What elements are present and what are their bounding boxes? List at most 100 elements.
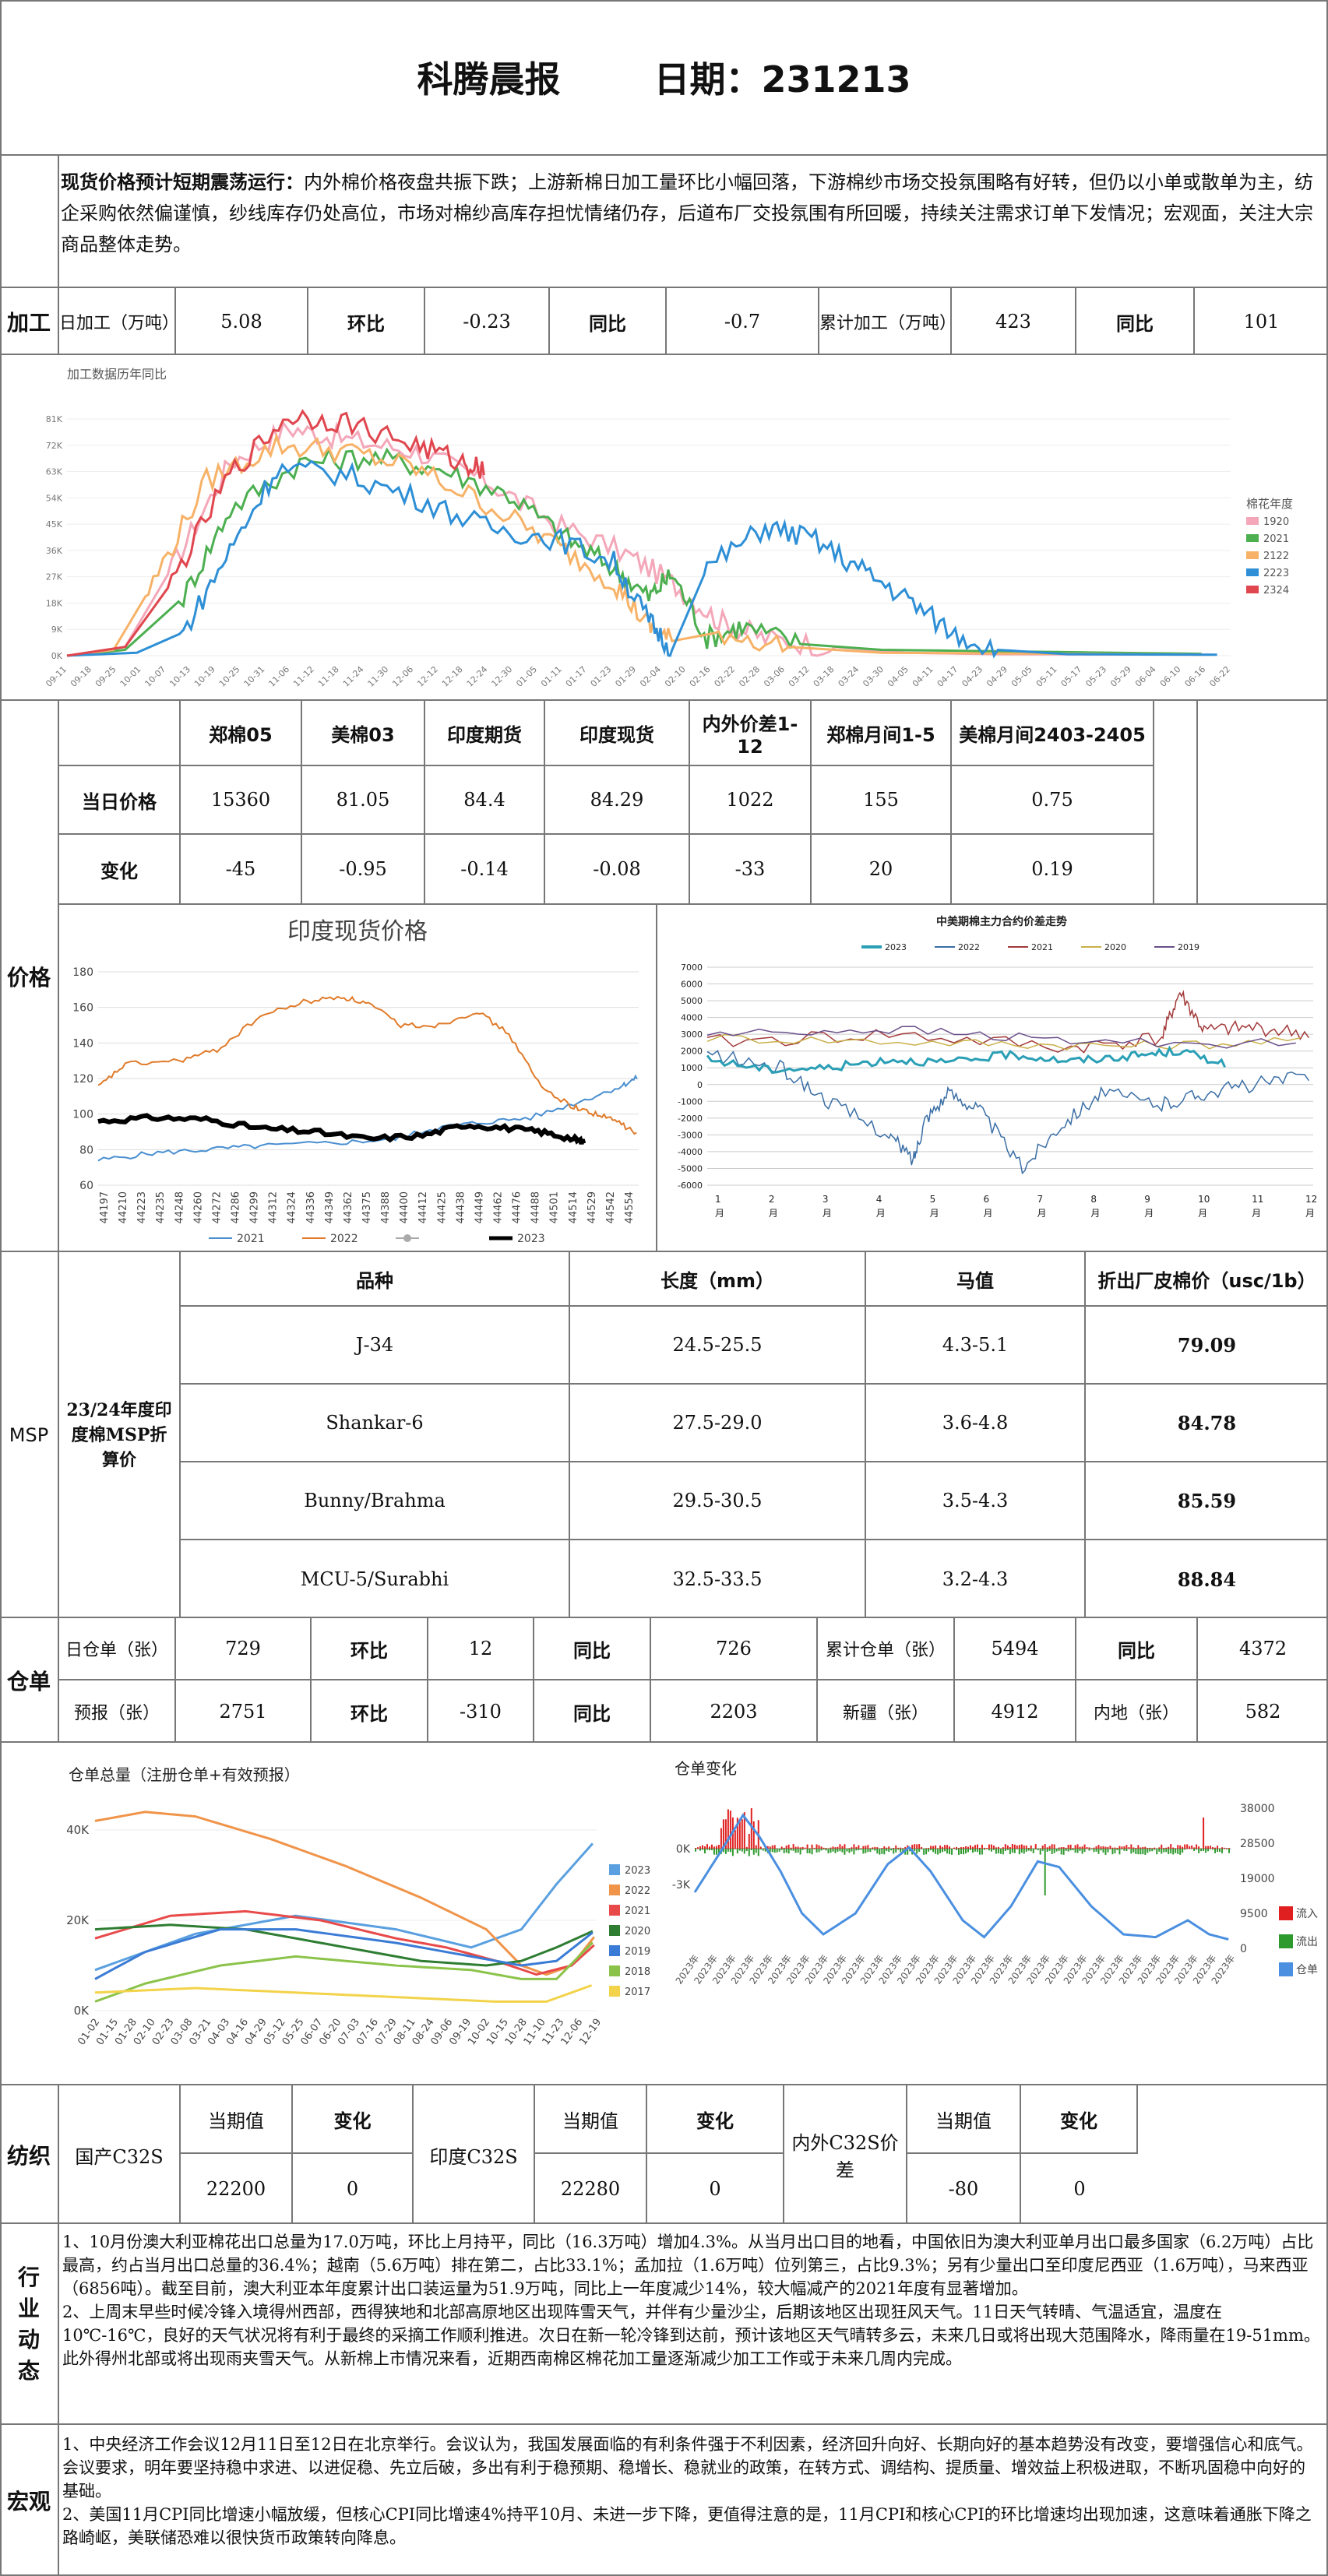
outflow-bar bbox=[1207, 1849, 1210, 1852]
series-line bbox=[94, 1928, 594, 1980]
outflow-bar bbox=[1125, 1849, 1128, 1851]
outflow-bar bbox=[925, 1849, 928, 1855]
legend-label: 2021 bbox=[1263, 533, 1289, 545]
x-tick-label: 02-10 bbox=[663, 664, 688, 689]
inflow-bar bbox=[1165, 1847, 1168, 1849]
outflow-bar bbox=[785, 1849, 787, 1853]
inflow-bar bbox=[1062, 1847, 1065, 1849]
outflow-bar bbox=[974, 1849, 976, 1852]
inflow-bar bbox=[1191, 1845, 1193, 1849]
x-tick-label: 06-10 bbox=[1158, 664, 1183, 689]
y-tick-label: 3000 bbox=[681, 1029, 703, 1040]
legend-label: 2019 bbox=[625, 1946, 650, 1958]
outflow-bar bbox=[818, 1849, 820, 1853]
outflow-bar bbox=[839, 1849, 841, 1852]
inflow-bar bbox=[1168, 1846, 1170, 1849]
inflow-bar bbox=[1210, 1846, 1212, 1849]
spread-chart: 中美期棉主力合约价差走势 2023 2022 2021 2020 20197000600… bbox=[678, 915, 1317, 1219]
outflow-bar bbox=[832, 1849, 834, 1852]
y-tick-label: 0 bbox=[1240, 1943, 1247, 1955]
inflow-bar bbox=[1067, 1845, 1069, 1849]
inflow-bar bbox=[1074, 1845, 1076, 1849]
x-tick-label: 月 bbox=[1144, 1208, 1154, 1219]
intro-body: 内外棉价格夜盘共振下跌；上游新棉日加工量环比小幅回落，下游棉纱市场交投氛围略有好… bbox=[61, 171, 1313, 255]
inflow-bar bbox=[734, 1830, 736, 1849]
outflow-bar bbox=[1088, 1849, 1090, 1851]
series-line bbox=[66, 432, 1202, 657]
processing-value: 101 bbox=[1243, 311, 1280, 333]
outflow-bar bbox=[1221, 1849, 1224, 1853]
outflow-bar bbox=[743, 1849, 745, 1854]
x-tick-label: 03-18 bbox=[812, 664, 837, 689]
outflow-bar bbox=[736, 1849, 738, 1854]
inflow-bar bbox=[1034, 1844, 1037, 1849]
outflow-bar bbox=[888, 1849, 890, 1853]
inflow-bar bbox=[1004, 1844, 1006, 1849]
inflow-bar bbox=[1203, 1818, 1205, 1849]
inflow-bar bbox=[921, 1846, 923, 1849]
inflow-bar bbox=[717, 1845, 720, 1849]
inflow-bar bbox=[823, 1847, 825, 1849]
outflow-bar bbox=[1142, 1849, 1144, 1855]
msp-cell: 88.84 bbox=[1177, 1568, 1237, 1591]
outflow-bar bbox=[1025, 1849, 1027, 1852]
x-tick-label: 04-17 bbox=[935, 664, 960, 689]
x-tick-label: 05-17 bbox=[1059, 664, 1084, 689]
outflow-bar bbox=[1135, 1849, 1137, 1854]
outflow-bar bbox=[757, 1849, 759, 1856]
y-tick-label: 0K bbox=[74, 2004, 90, 2018]
y-tick-label: 2000 bbox=[681, 1047, 703, 1057]
legend-swatch bbox=[609, 1884, 620, 1895]
inflow-bar bbox=[907, 1845, 909, 1849]
x-tick-label: 11-12 bbox=[291, 664, 316, 689]
inflow-bar bbox=[893, 1847, 895, 1849]
inflow-bar bbox=[916, 1844, 918, 1849]
inflow-bar bbox=[1221, 1847, 1224, 1849]
inflow-bar bbox=[872, 1847, 874, 1849]
x-tick-label: 2 bbox=[769, 1194, 775, 1205]
inflow-bar bbox=[949, 1846, 951, 1849]
y-tick-label: 9K bbox=[51, 625, 63, 635]
inflow-bar bbox=[999, 1848, 1002, 1849]
legend-label: 流出 bbox=[1296, 1936, 1318, 1948]
industry-section: 行业动态 1、10月份澳大利亚棉花出口总量为17.0万吨，环比上月持平，同比（1… bbox=[0, 2224, 1328, 2425]
outflow-bar bbox=[762, 1849, 764, 1851]
warehouse-key: 同比 bbox=[534, 1618, 651, 1680]
inflow-bar bbox=[1104, 1846, 1107, 1849]
msp-section: MSP 23/24年度印度棉MSP折算价 品种 长度（mm） 马值 折出厂皮棉价（us… bbox=[0, 1252, 1328, 1618]
inflow-bar bbox=[1039, 1848, 1041, 1849]
outflow-bar bbox=[846, 1849, 848, 1852]
inflow-bar bbox=[900, 1847, 902, 1849]
x-tick-label: 44197 bbox=[99, 1191, 111, 1223]
series-line bbox=[94, 1842, 594, 1972]
x-tick-label: 12-30 bbox=[489, 664, 514, 689]
inflow-bar bbox=[935, 1845, 937, 1849]
inflow-bar bbox=[1086, 1847, 1088, 1849]
outflow-bar bbox=[964, 1849, 967, 1854]
x-tick-label: 04-23 bbox=[960, 664, 985, 689]
legend-swatch bbox=[1279, 1906, 1293, 1920]
x-tick-label: 12-18 bbox=[440, 664, 465, 689]
outflow-bar bbox=[771, 1849, 773, 1853]
legend-swatch bbox=[1279, 1934, 1293, 1948]
outflow-bar bbox=[851, 1849, 853, 1852]
inflow-bar bbox=[988, 1844, 990, 1849]
inflow-bar bbox=[995, 1847, 997, 1849]
inflow-bar bbox=[1161, 1844, 1163, 1849]
outflow-bar bbox=[895, 1849, 897, 1853]
warehouse-key: 预报（张） bbox=[59, 1680, 176, 1743]
msp-cell: J-34 bbox=[181, 1307, 570, 1385]
india-spot-chart: 印度现货价格 60 80 100 120 140 160 180 44197 44210 4422… bbox=[72, 918, 639, 1245]
yarn-current-value: 22200 bbox=[181, 2154, 293, 2224]
x-tick-label: 11-18 bbox=[316, 664, 341, 689]
processing-row: 加工 日加工（万吨） 5.08 环比 -0.23 同比 -0.7 累计加工（万吨… bbox=[0, 288, 1328, 355]
outflow-bar bbox=[750, 1849, 752, 1851]
macro-paragraph-1: 1、中央经济工作会议12月11日至12日在北京举行。会议认为，我国发展面临的有利… bbox=[62, 2435, 1313, 2500]
outflow-bar bbox=[787, 1849, 790, 1854]
inflow-bar bbox=[736, 1818, 738, 1849]
inflow-bar bbox=[815, 1844, 818, 1849]
yarn-name: 国产C32S bbox=[59, 2085, 181, 2224]
inflow-bar bbox=[956, 1846, 958, 1849]
blank-cell bbox=[59, 701, 181, 766]
